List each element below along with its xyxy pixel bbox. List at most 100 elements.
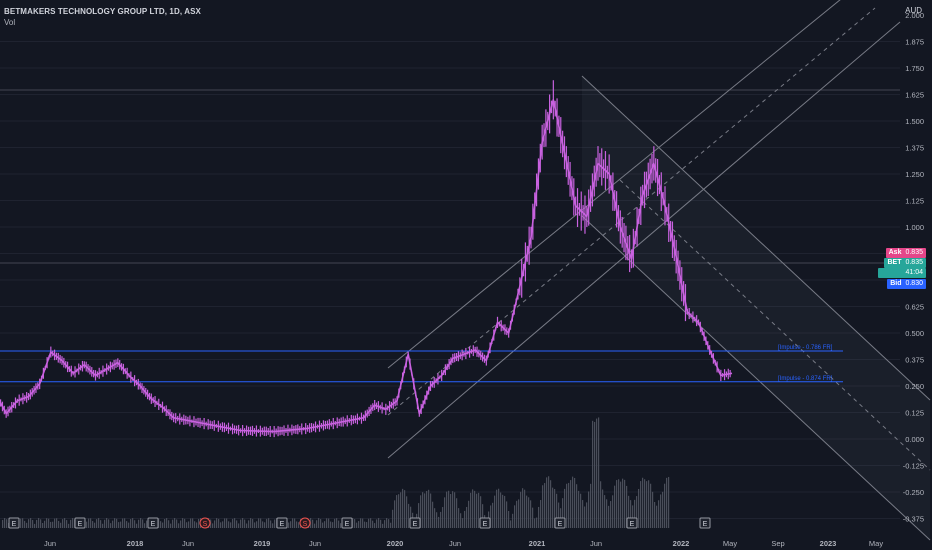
volume-bar — [516, 500, 518, 528]
volume-bar — [110, 523, 112, 528]
volume-bar — [196, 522, 198, 528]
volume-bar — [312, 519, 314, 528]
volume-bar — [108, 519, 110, 528]
earnings-marker-box — [699, 517, 711, 529]
volume-bar — [386, 518, 388, 528]
volume-bar — [28, 519, 30, 528]
volume-bar — [58, 520, 60, 528]
volume-bar — [462, 518, 464, 528]
volume-bar — [664, 483, 666, 528]
volume-bar — [496, 489, 498, 528]
earnings-marker: E — [479, 517, 491, 529]
volume-bar — [476, 493, 478, 528]
volume-bar — [130, 519, 132, 528]
earnings-marker-box — [409, 517, 421, 529]
volume-bar — [238, 523, 240, 528]
price-tick-label: 1.875 — [905, 38, 924, 47]
volume-bar — [66, 520, 68, 528]
countdown-value: 41:04 — [905, 269, 923, 276]
volume-bar — [628, 495, 630, 528]
volume-bar — [268, 518, 270, 528]
volume-bar — [498, 488, 500, 528]
volume-bar — [68, 523, 70, 528]
volume-bar — [328, 518, 330, 528]
volume-bar — [428, 489, 430, 528]
volume-bar — [372, 520, 374, 528]
volume-bar — [610, 501, 612, 528]
volume-bar — [140, 518, 142, 528]
channel-line — [581, 215, 931, 541]
earnings-marker: E — [554, 517, 566, 529]
volume-bar — [398, 494, 400, 528]
volume-bar — [378, 518, 380, 528]
earnings-marker: E — [409, 517, 421, 529]
volume-bar — [354, 519, 356, 528]
volume-bar — [244, 519, 246, 528]
volume-bar — [624, 479, 626, 528]
time-tick-label: Jun — [44, 539, 56, 548]
time-tick-label: Jun — [449, 539, 461, 548]
volume-bar — [356, 522, 358, 528]
volume-bar — [310, 518, 312, 528]
volume-bar — [174, 518, 176, 528]
volume-bar — [52, 521, 54, 528]
split-marker: S — [299, 517, 311, 529]
volume-bar — [434, 508, 436, 528]
volume-bar — [452, 491, 454, 528]
volume-bar — [458, 508, 460, 528]
volume-bar — [232, 518, 234, 528]
volume-bar — [42, 522, 44, 528]
price-bars — [0, 80, 731, 438]
volume-bar — [106, 518, 108, 528]
volume-bar — [616, 480, 618, 528]
channel-midline — [619, 179, 931, 471]
volume-bar — [564, 488, 566, 528]
volume-bar — [656, 505, 658, 528]
volume-bar — [334, 518, 336, 528]
volume-bar — [142, 519, 144, 528]
volume-bar — [600, 481, 602, 528]
volume-bar — [70, 519, 72, 528]
volume-bar — [640, 481, 642, 528]
volume-bar — [632, 505, 634, 528]
volume-bar — [562, 498, 564, 528]
volume-bar — [102, 523, 104, 528]
price-tick-label: 0.500 — [905, 329, 924, 338]
volume-bar — [658, 500, 660, 528]
earnings-marker-box — [147, 517, 159, 529]
volume-bar — [666, 477, 668, 528]
volume-bar — [588, 491, 590, 528]
price-tick-label: 1.125 — [905, 197, 924, 206]
volume-bar — [178, 523, 180, 528]
volume-bar — [522, 488, 524, 528]
bid-tag: Bid 0.830 — [887, 279, 926, 289]
volume-bar — [316, 520, 318, 528]
volume-bar — [324, 521, 326, 528]
volume-bar — [592, 420, 594, 528]
event-marker-label: S — [303, 521, 308, 528]
price-tick-label: 0.375 — [905, 356, 924, 365]
volume-bar — [440, 511, 442, 528]
volume-bar — [566, 483, 568, 528]
volume-bar — [482, 504, 484, 528]
earnings-marker-box — [479, 517, 491, 529]
volume-bar — [370, 518, 372, 528]
volume-bar — [448, 490, 450, 528]
price-tick-label: 0.125 — [905, 409, 924, 418]
trend-channels — [387, 0, 931, 541]
volume-bar — [88, 518, 90, 528]
volume-bar — [242, 518, 244, 528]
last-label: BET — [887, 259, 902, 266]
volume-bar — [30, 518, 32, 528]
volume-bar — [608, 505, 610, 528]
volume-bar — [226, 518, 228, 528]
time-tick-label: 2020 — [387, 539, 404, 548]
volume-bar — [358, 521, 360, 528]
event-marker-label: S — [203, 521, 208, 528]
volume-bar — [596, 418, 598, 528]
volume-bar — [288, 522, 290, 528]
time-tick-label: 2019 — [254, 539, 271, 548]
volume-bar — [518, 499, 520, 528]
volume-bar — [272, 523, 274, 528]
